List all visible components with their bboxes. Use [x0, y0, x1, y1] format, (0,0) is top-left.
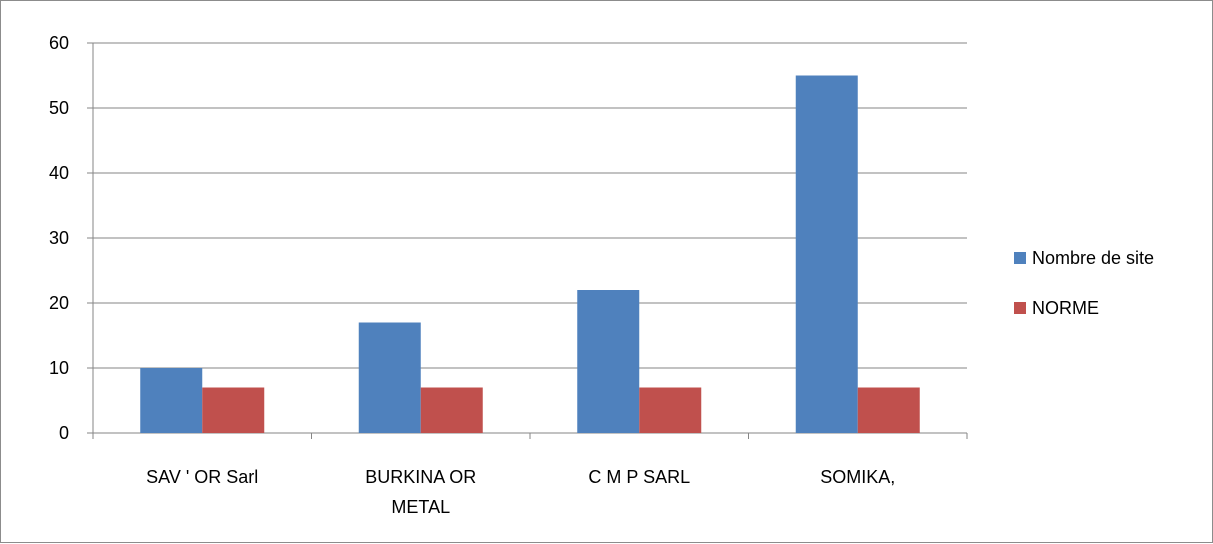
- bar-nombre-de-site-3: [795, 75, 858, 433]
- y-tick-label-60: 60: [49, 33, 69, 53]
- category-label-1-line-1: METAL: [391, 497, 450, 517]
- bar-norme-3: [857, 387, 920, 433]
- y-tick-label-50: 50: [49, 98, 69, 118]
- legend-label-norme: NORME: [1032, 298, 1099, 318]
- category-label-1-line-0: BURKINA OR: [365, 467, 476, 487]
- y-tick-label-10: 10: [49, 358, 69, 378]
- category-label-2: C M P SARL: [588, 467, 690, 487]
- y-tick-label-30: 30: [49, 228, 69, 248]
- legend-swatch-norme: [1014, 302, 1026, 314]
- y-tick-label-20: 20: [49, 293, 69, 313]
- bar-norme-0: [202, 387, 265, 433]
- bar-norme-2: [639, 387, 702, 433]
- category-label-0: SAV ' OR Sarl: [146, 467, 258, 487]
- legend-swatch-nombre-de-site: [1014, 252, 1026, 264]
- y-tick-label-0: 0: [59, 423, 69, 443]
- category-label-3: SOMIKA,: [820, 467, 895, 487]
- y-tick-label-40: 40: [49, 163, 69, 183]
- bar-nombre-de-site-0: [140, 368, 203, 433]
- bar-norme-1: [420, 387, 483, 433]
- bar-nombre-de-site-2: [577, 290, 640, 433]
- legend-label-nombre-de-site: Nombre de site: [1032, 248, 1154, 268]
- bar-nombre-de-site-1: [358, 322, 421, 433]
